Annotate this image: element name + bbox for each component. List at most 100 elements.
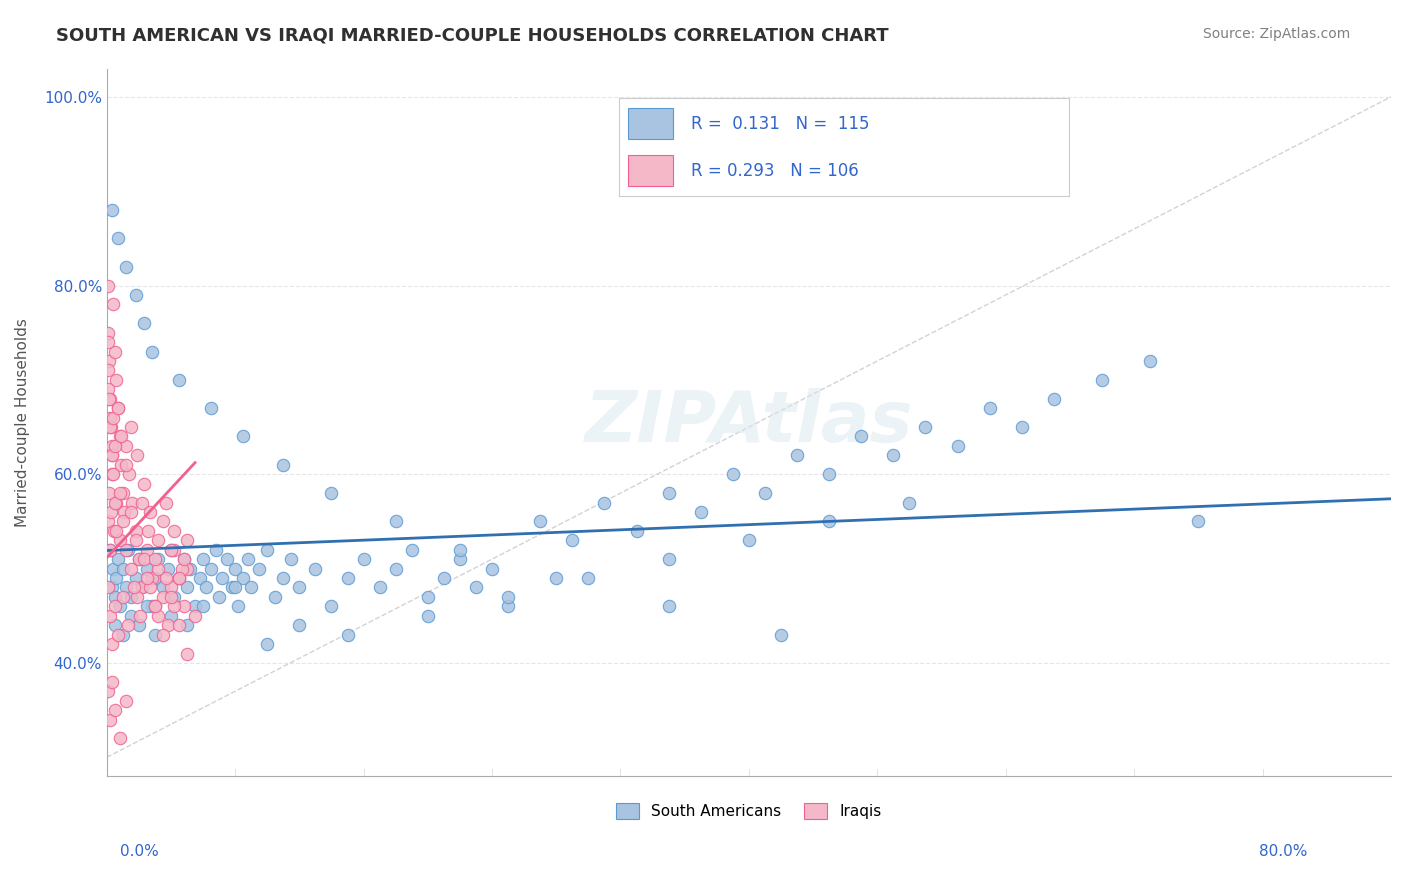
Bar xyxy=(627,155,672,186)
Point xyxy=(167,571,190,585)
Point xyxy=(107,231,129,245)
Point xyxy=(304,561,326,575)
Point xyxy=(100,449,122,463)
Point xyxy=(127,590,149,604)
Point xyxy=(786,449,808,463)
Point xyxy=(115,581,138,595)
Point xyxy=(200,561,222,575)
Point xyxy=(163,590,186,604)
Point xyxy=(115,542,138,557)
Point xyxy=(156,618,179,632)
Point xyxy=(224,581,246,595)
Point xyxy=(101,297,124,311)
Point xyxy=(107,401,129,416)
Point xyxy=(546,571,568,585)
Point xyxy=(163,524,186,538)
Point xyxy=(115,458,138,472)
Point xyxy=(141,571,163,585)
Point xyxy=(593,495,616,509)
Point xyxy=(96,335,118,350)
Point xyxy=(108,599,131,614)
Point xyxy=(818,467,841,482)
Point xyxy=(117,618,139,632)
Point xyxy=(160,581,183,595)
Point xyxy=(496,590,519,604)
Text: SOUTH AMERICAN VS IRAQI MARRIED-COUPLE HOUSEHOLDS CORRELATION CHART: SOUTH AMERICAN VS IRAQI MARRIED-COUPLE H… xyxy=(56,27,889,45)
Point xyxy=(449,542,471,557)
Point xyxy=(195,581,218,595)
Point xyxy=(111,515,134,529)
Point xyxy=(979,401,1001,416)
Point xyxy=(769,627,792,641)
Point xyxy=(128,552,150,566)
Point xyxy=(141,344,163,359)
Point xyxy=(738,533,761,548)
Point xyxy=(754,486,776,500)
Point xyxy=(247,561,270,575)
Point xyxy=(105,571,128,585)
Point xyxy=(882,449,904,463)
Point xyxy=(97,363,120,377)
Point xyxy=(481,561,503,575)
Point xyxy=(141,599,163,614)
Point xyxy=(115,439,138,453)
Point xyxy=(160,542,183,557)
Point xyxy=(128,552,150,566)
Point xyxy=(240,581,263,595)
Point xyxy=(146,561,169,575)
Point xyxy=(115,260,138,274)
Point xyxy=(416,608,439,623)
Point xyxy=(135,542,157,557)
Point xyxy=(173,599,195,614)
Point xyxy=(232,429,254,443)
Point xyxy=(173,552,195,566)
Point xyxy=(172,561,194,575)
Point xyxy=(107,552,129,566)
Point xyxy=(167,571,190,585)
Point xyxy=(98,713,121,727)
Point xyxy=(217,552,239,566)
Point xyxy=(321,486,343,500)
Point xyxy=(721,467,744,482)
Point xyxy=(914,420,936,434)
Point xyxy=(128,618,150,632)
Point xyxy=(111,590,134,604)
Point xyxy=(576,571,599,585)
Point xyxy=(105,495,128,509)
Point xyxy=(176,533,198,548)
Point xyxy=(108,429,131,443)
Point xyxy=(529,515,551,529)
Point xyxy=(120,505,142,519)
Point xyxy=(118,467,141,482)
Point xyxy=(98,542,121,557)
Point xyxy=(496,599,519,614)
Point xyxy=(111,627,134,641)
Bar xyxy=(627,108,672,139)
Point xyxy=(368,581,391,595)
Point xyxy=(658,486,681,500)
Point xyxy=(100,637,122,651)
Point xyxy=(179,561,201,575)
Point xyxy=(100,202,122,217)
Point xyxy=(117,542,139,557)
Point xyxy=(97,382,120,396)
Point xyxy=(111,486,134,500)
Point xyxy=(131,581,153,595)
Text: R =  0.131   N =  115: R = 0.131 N = 115 xyxy=(690,115,869,133)
Point xyxy=(139,581,162,595)
Point xyxy=(336,627,359,641)
Point xyxy=(191,599,214,614)
Point xyxy=(176,581,198,595)
Point xyxy=(104,618,127,632)
Point xyxy=(160,542,183,557)
Point xyxy=(184,599,207,614)
Point xyxy=(97,684,120,698)
Point xyxy=(98,392,121,406)
Legend: South Americans, Iraqis: South Americans, Iraqis xyxy=(610,797,887,825)
Point xyxy=(97,581,120,595)
Point xyxy=(100,439,122,453)
Point xyxy=(120,420,142,434)
Point xyxy=(111,561,134,575)
Point xyxy=(384,561,406,575)
Point xyxy=(107,627,129,641)
